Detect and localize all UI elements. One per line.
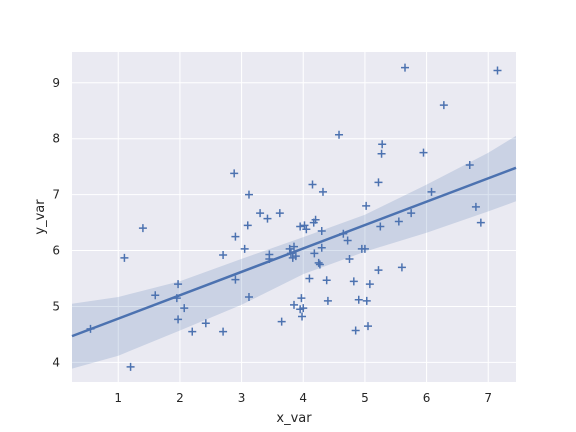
data-point (439, 101, 448, 110)
y-tick-label: 4 (52, 355, 60, 369)
data-point (351, 326, 360, 335)
data-point (277, 317, 286, 326)
data-point (493, 66, 502, 75)
data-point (476, 218, 485, 227)
data-point (362, 201, 371, 210)
data-point (317, 243, 326, 252)
data-point (407, 209, 416, 218)
tick-labels: 1 2 3 4 5 6 7 4 5 6 7 8 9 (52, 76, 492, 405)
data-point (297, 294, 306, 303)
data-point (230, 169, 239, 178)
data-point (86, 324, 95, 333)
data-point (290, 300, 298, 309)
data-point (300, 221, 309, 230)
data-point (365, 280, 374, 289)
x-tick-label: 7 (484, 391, 492, 405)
data-point (315, 260, 324, 269)
y-tick-label: 7 (52, 188, 60, 202)
data-point (339, 229, 348, 238)
plot-area (72, 52, 516, 382)
y-tick-label: 5 (52, 299, 60, 313)
y-tick-label: 8 (52, 132, 60, 146)
x-tick-label: 1 (114, 391, 122, 405)
data-point (285, 244, 294, 253)
data-point (172, 294, 181, 303)
data-point (310, 249, 319, 258)
data-point (296, 222, 305, 231)
data-point (263, 214, 272, 223)
data-point (219, 327, 228, 336)
data-point (243, 221, 252, 230)
data-point (376, 222, 385, 231)
data-points (86, 63, 502, 371)
data-point (231, 275, 240, 284)
y-tick-label: 6 (52, 244, 60, 258)
data-point (256, 209, 265, 218)
x-tick-label: 5 (361, 391, 369, 405)
data-point (151, 291, 160, 300)
data-point (354, 295, 363, 304)
data-point (299, 304, 308, 313)
data-point (286, 249, 295, 258)
data-point (394, 217, 403, 226)
data-point (219, 251, 228, 260)
data-point (401, 63, 409, 72)
data-point (201, 319, 210, 328)
data-point (317, 226, 326, 235)
regression-line-layer (71, 166, 517, 338)
x-axis-label: x_var (276, 411, 312, 426)
data-point (244, 190, 253, 199)
data-point (188, 327, 197, 336)
data-point (302, 225, 311, 234)
data-point (298, 312, 307, 321)
data-point (345, 254, 354, 263)
data-point (244, 292, 253, 301)
x-tick-label: 3 (238, 391, 246, 405)
data-point (275, 209, 284, 218)
x-tick-label: 2 (176, 391, 184, 405)
data-point (180, 304, 189, 313)
data-point (349, 277, 358, 286)
data-point (291, 252, 300, 261)
data-point (378, 140, 387, 149)
data-point (126, 362, 135, 371)
data-point (323, 296, 332, 305)
data-point (231, 232, 240, 241)
data-point (305, 274, 314, 283)
data-point (335, 130, 344, 139)
data-point (138, 224, 147, 233)
data-point (174, 280, 183, 289)
data-point (308, 180, 317, 189)
data-point (174, 315, 183, 324)
data-point (314, 258, 323, 267)
data-point (240, 244, 249, 253)
data-point (290, 242, 298, 251)
y-axis-label: y_var (33, 199, 48, 235)
x-tick-label: 6 (423, 391, 431, 405)
data-point (427, 187, 436, 196)
data-point (265, 254, 274, 263)
data-point (374, 266, 383, 275)
data-point (374, 178, 383, 187)
data-point (311, 215, 320, 224)
data-point (343, 236, 352, 245)
data-point (397, 263, 406, 272)
data-point (471, 202, 480, 211)
data-point (120, 253, 129, 262)
data-point (419, 148, 428, 157)
data-point (318, 187, 327, 196)
data-point (377, 149, 386, 158)
data-point (465, 160, 474, 169)
y-tick-label: 9 (52, 76, 60, 90)
data-point (322, 276, 331, 285)
data-point (360, 244, 369, 253)
x-tick-label: 4 (299, 391, 307, 405)
data-point (362, 296, 371, 305)
regression-line (71, 166, 517, 338)
data-point (364, 322, 372, 331)
